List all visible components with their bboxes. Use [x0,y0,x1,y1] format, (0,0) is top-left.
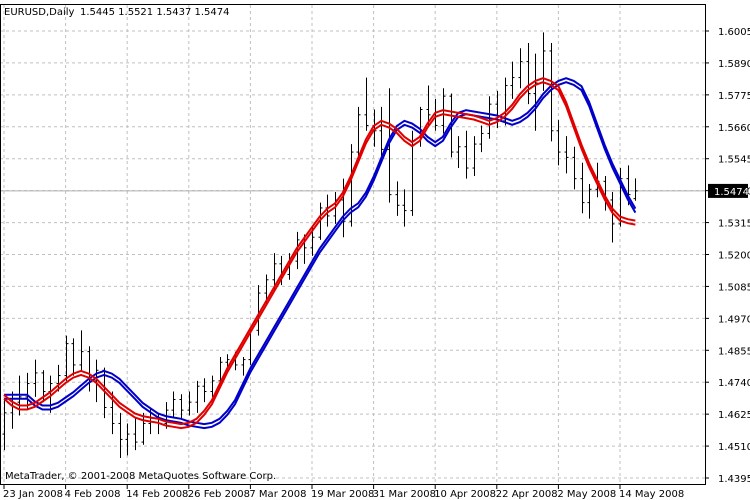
ohlc-bar [395,181,400,216]
time-tick-label: 4 Feb 2008 [65,489,121,500]
ohlc-bar [610,191,615,243]
time-tick-label: 23 Jan 2008 [3,489,63,500]
ohlc-bar [33,359,38,397]
current-price-box [708,183,748,198]
current-price-label: 1.5474 [714,187,749,198]
ohlc-bar [341,178,346,238]
ohlc-bar [479,125,484,153]
ohlc-bar [64,335,69,381]
ohlc-bar [2,399,7,451]
ohlc-bars [2,32,638,459]
ohlc-bar [518,48,523,89]
price-tick-label: 1.4740 [718,378,750,389]
ohlc-bar [379,106,384,158]
copyright-label: MetaTrader, © 2001-2008 MetaQuotes Softw… [5,471,276,482]
ohlc-bar [318,202,323,240]
ohlc-bar [133,418,138,451]
time-tick-label: 22 Apr 2008 [496,489,558,500]
time-tick-label: 7 Mar 2008 [249,489,306,500]
ohlc-bar [426,85,431,126]
price-tick-label: 1.4395 [718,474,750,485]
ohlc-bar [456,136,461,169]
time-tick-label: 2 May 2008 [557,489,616,500]
price-tick-label: 1.4970 [718,314,750,325]
price-tick-label: 1.6005 [718,27,750,38]
time-tick-label: 19 Mar 2008 [311,489,374,500]
moving-averages [3,77,637,430]
price-tick-label: 1.4855 [718,346,750,357]
grid [0,5,705,485]
price-tick-label: 1.5315 [718,219,750,230]
price-tick-label: 1.5200 [718,251,750,262]
ohlc-bar [71,338,76,376]
fast-ma-line-lower [3,81,636,430]
ohlc-bar [202,378,207,403]
price-tick-label: 1.5085 [718,282,750,293]
ohlc-bar [56,364,61,392]
ohlc-bar [633,178,638,201]
time-tick-label: 14 Feb 2008 [126,489,188,500]
ohlc-bar [572,146,577,190]
ohlc-bar [195,380,200,413]
ohlc-bar [556,120,561,166]
time-tick-label: 14 May 2008 [619,489,684,500]
ohlc-bar [464,130,469,179]
time-tick-label: 10 Apr 2008 [434,489,496,500]
fast-ma-line-upper [3,77,636,426]
ohlc-bar [256,285,261,336]
ohlc-bar [364,77,369,131]
ohlc-bar [171,391,176,419]
price-tick-label: 1.5545 [718,155,750,166]
ohlc-bar [564,136,569,174]
ohlc-bar [125,423,130,456]
ohlc-bar [179,394,184,419]
ohlc-bar [187,391,192,416]
ohlc-bar [272,253,277,291]
time-axis: 23 Jan 2008 4 Feb 2008 14 Feb 2008 26 Feb 2… [3,485,684,500]
price-tick-label: 1.5890 [718,59,750,70]
time-tick-label: 26 Feb 2008 [188,489,250,500]
ohlc-bar [241,356,246,376]
price-axis: 1.60051.58901.57751.56601.55451.54301.53… [705,27,750,485]
ohlc-bar [510,61,515,99]
ohlc-bar [79,330,84,371]
ohlc-bar [587,183,592,219]
chart-ohlc-values: 1.5445 1.5521 1.5437 1.5474 [80,7,230,18]
ohlc-bar [533,53,538,131]
time-tick-label: 31 Mar 2008 [373,489,436,500]
ohlc-bar [210,375,215,397]
ohlc-bar [472,136,477,177]
ohlc-bar [118,412,123,459]
ohlc-bar [356,106,361,158]
price-tick-label: 1.5660 [718,123,750,134]
ohlc-bar [387,88,392,203]
ohlc-bar [526,42,531,105]
chart-symbol-label: EURUSD,Daily [4,7,75,18]
ohlc-bar [141,412,146,445]
price-tick-label: 1.5775 [718,91,750,102]
ohlc-bar [25,372,30,411]
ohlc-bar [549,42,554,142]
ohlc-bar [580,162,585,214]
ohlc-bar [402,189,407,227]
price-tick-label: 1.4510 [718,442,750,453]
slow-ma-line-lower [4,81,637,430]
price-tick-label: 1.4625 [718,410,750,421]
plot-frame [0,4,706,485]
slow-ma-line-upper [4,77,637,426]
